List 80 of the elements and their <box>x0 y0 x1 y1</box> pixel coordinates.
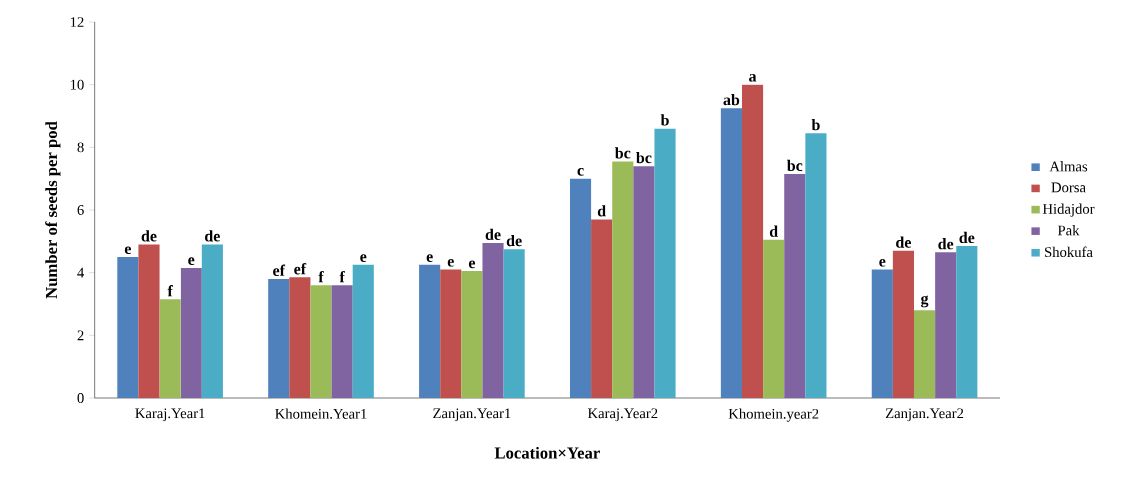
bar <box>159 299 181 398</box>
data-label: ef <box>273 264 286 276</box>
bar <box>503 249 525 398</box>
y-tick-label: 2 <box>77 330 84 341</box>
bar <box>956 246 978 398</box>
bar <box>935 252 957 398</box>
x-tick-label: Karaj.Year2 <box>587 408 658 422</box>
bar <box>871 269 893 398</box>
y-tick-label: 6 <box>77 205 84 215</box>
bar <box>138 244 160 398</box>
data-label: d <box>769 225 778 237</box>
bar <box>352 264 374 398</box>
data-label: de <box>896 236 912 248</box>
data-label: de <box>205 230 220 242</box>
data-label: f <box>318 271 324 283</box>
data-label: de <box>938 238 954 250</box>
data-label: de <box>506 234 522 247</box>
data-label: e <box>468 260 476 269</box>
data-label: b <box>660 114 669 126</box>
y-tick-label: 10 <box>70 79 84 90</box>
data-label: b <box>811 119 820 131</box>
bar <box>892 250 914 398</box>
x-tick-label: Zanjan.Year2 <box>885 408 964 422</box>
data-label: e <box>879 258 886 267</box>
data-label: g <box>920 295 929 308</box>
bar <box>268 278 290 398</box>
bar <box>741 84 764 398</box>
y-tick-label: 0 <box>77 393 84 403</box>
data-label: bc <box>614 147 631 159</box>
data-label: bc <box>787 159 803 172</box>
legend-label: Dorsa <box>1051 182 1086 193</box>
bar <box>591 219 613 398</box>
data-label: de <box>959 231 975 244</box>
data-label: e <box>447 258 454 267</box>
x-tick-label: Zanjan.Year1 <box>433 408 511 422</box>
legend-label: Almas <box>1049 161 1088 172</box>
bar <box>419 264 441 398</box>
bar <box>331 285 353 398</box>
data-label: e <box>426 254 433 262</box>
bar <box>482 242 504 398</box>
data-label: c <box>577 168 584 176</box>
data-label: d <box>597 205 606 217</box>
data-label: a <box>749 74 757 82</box>
bar <box>440 269 462 398</box>
legend-label: Pak <box>1057 225 1080 236</box>
bar <box>913 310 936 398</box>
data-label: de <box>141 230 157 242</box>
bar <box>117 257 139 398</box>
legend-label: Shokufa <box>1045 246 1093 258</box>
y-tick-label: 4 <box>77 267 85 278</box>
bar <box>720 108 742 398</box>
bar <box>805 133 827 398</box>
bar <box>612 161 634 398</box>
y-axis-title: Number of seeds per pod <box>45 121 61 299</box>
x-axis-title: Location×Year <box>494 446 600 459</box>
y-tick-label: 12 <box>70 17 84 27</box>
data-label: e <box>360 254 367 262</box>
bar <box>654 128 676 398</box>
legend-label: Hidajdor <box>1042 203 1095 217</box>
x-tick-label: Karaj.Year1 <box>135 408 205 422</box>
x-tick-label: Khomein.Year1 <box>275 408 367 419</box>
data-label: bc <box>636 151 652 164</box>
bar <box>461 271 483 398</box>
data-label: e <box>188 257 195 266</box>
y-tick-label: 8 <box>77 142 84 153</box>
data-label: ab <box>723 93 740 106</box>
bar <box>633 166 655 398</box>
data-label: de <box>485 228 501 240</box>
bar <box>763 239 785 398</box>
x-tick-label: Khomein.year2 <box>728 408 819 422</box>
data-label: f <box>167 285 173 297</box>
bar <box>201 244 223 398</box>
bar <box>289 277 311 398</box>
bar <box>180 267 202 398</box>
bar <box>784 173 806 398</box>
data-label: e <box>124 246 132 255</box>
bar <box>310 285 332 398</box>
data-label: ef <box>294 263 307 275</box>
bar <box>569 178 592 398</box>
data-label: f <box>339 271 345 283</box>
